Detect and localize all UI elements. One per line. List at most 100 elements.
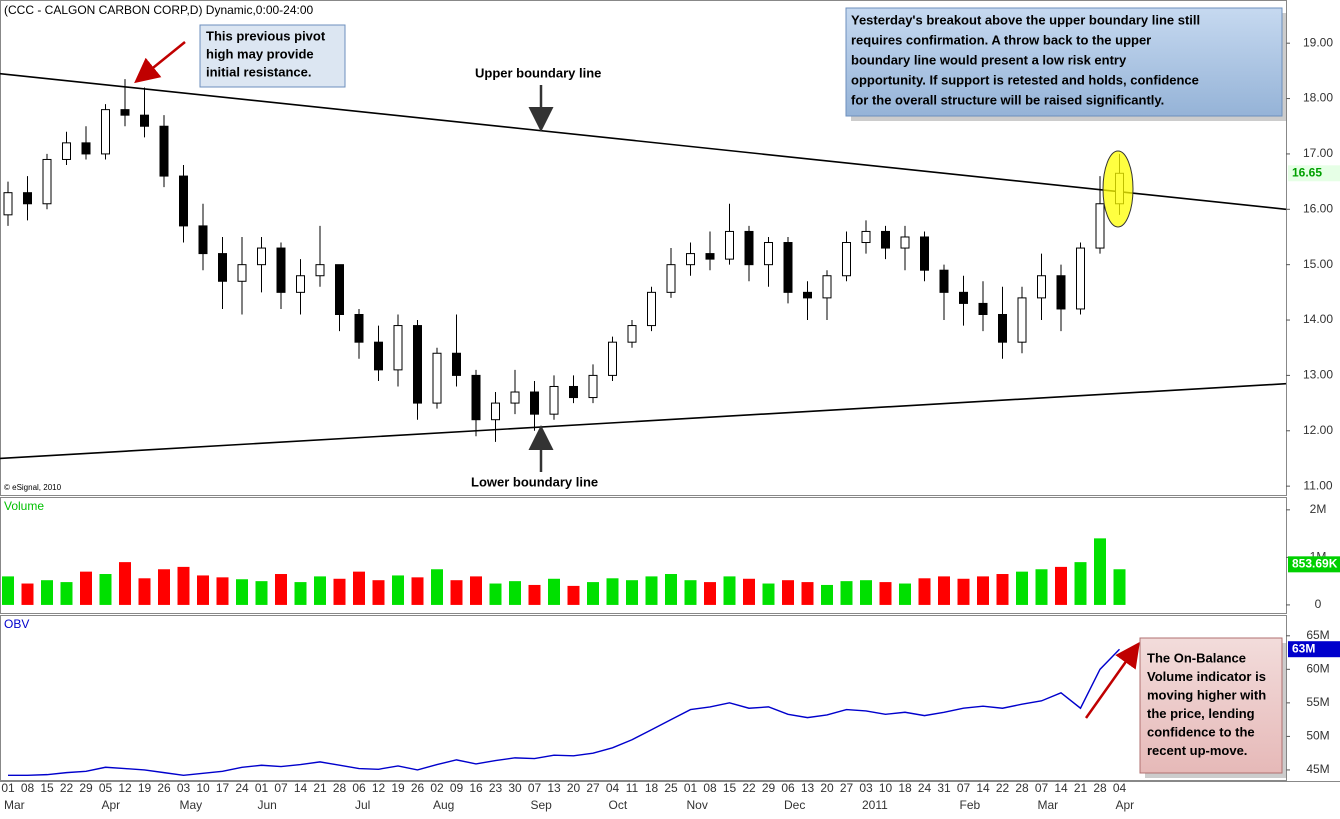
candle-body (296, 275, 305, 293)
x-tick-label: 28 (333, 781, 347, 795)
last-value-box (1288, 165, 1340, 182)
x-tick-label: 15 (723, 781, 737, 795)
month-label: May (180, 798, 203, 812)
x-tick-label: 25 (664, 781, 678, 795)
x-tick-label: 08 (21, 781, 35, 795)
candle-body (959, 291, 968, 304)
x-tick-label: 04 (1113, 781, 1127, 795)
candle-body (1017, 297, 1027, 343)
candle-body (62, 142, 71, 160)
x-tick-label: 22 (996, 781, 1010, 795)
x-tick-label: 21 (1074, 781, 1088, 795)
volume-bar (431, 569, 443, 605)
volume-bar (353, 571, 365, 605)
highlight (1102, 150, 1134, 228)
candle-body (276, 247, 286, 293)
candle-body (218, 253, 227, 282)
candle-body (939, 269, 949, 293)
candle-body (725, 230, 734, 260)
volume-bar (60, 582, 73, 605)
volume-bar (80, 571, 92, 605)
volume-bar (996, 574, 1009, 605)
x-tick-label: 12 (372, 781, 386, 795)
volume-bar (314, 576, 326, 605)
copyright: © eSignal, 2010 (4, 483, 62, 492)
x-tick-label: 20 (820, 781, 834, 795)
candle-body (705, 253, 715, 260)
volume-bar (665, 574, 677, 605)
x-tick-label: 06 (352, 781, 366, 795)
x-tick-label: 01 (1, 781, 15, 795)
trendline (0, 382, 1287, 460)
x-tick-label: 03 (859, 781, 873, 795)
month-label: Dec (784, 798, 805, 812)
volume-bar (333, 578, 346, 605)
annotation-text: Yesterday's breakout above the upper bou… (851, 12, 1200, 27)
x-tick-label: 12 (118, 781, 132, 795)
candle-body (335, 264, 344, 315)
y-tick-label: 12.00 (1303, 423, 1333, 437)
chart-title: (CCC - CALGON CARBON CORP,D) Dynamic,0:0… (4, 3, 314, 17)
x-tick-label: 05 (99, 781, 113, 795)
candle-body (744, 230, 754, 266)
month-label: Feb (960, 798, 981, 812)
volume-bar (1094, 538, 1106, 605)
candle-body (140, 114, 149, 127)
volume-bar (1074, 562, 1087, 605)
volume-bar (470, 576, 482, 605)
volume-bar (236, 579, 248, 605)
candle-body (569, 385, 578, 399)
candle-body (179, 175, 188, 227)
x-tick-label: 28 (1015, 781, 1029, 795)
y-tick-label: 17.00 (1303, 146, 1333, 160)
volume-bar (567, 585, 580, 605)
volume-bar (723, 576, 736, 605)
candle-body (998, 313, 1007, 343)
volume-bar (392, 575, 404, 605)
y-tick-label: 18.00 (1303, 91, 1333, 105)
volume-bar (801, 582, 814, 605)
volume-bar (41, 580, 53, 605)
candle-body (120, 109, 130, 116)
x-tick-label: 01 (684, 781, 698, 795)
volume-bar (1035, 569, 1048, 605)
y-tick-label: 45M (1306, 762, 1329, 776)
volume-bar (489, 583, 502, 605)
candle-body (783, 242, 793, 293)
candle-body (627, 325, 637, 343)
x-tick-label: 19 (391, 781, 405, 795)
annotation-text: for the overall structure will be raised… (851, 92, 1164, 107)
volume-bar (1016, 571, 1028, 605)
x-tick-label: 21 (313, 781, 327, 795)
last-value-box (1288, 556, 1340, 573)
candle-body (588, 374, 598, 399)
candle-body (101, 109, 110, 155)
volume-bar (255, 581, 268, 605)
x-tick-label: 30 (508, 781, 522, 795)
annotation-text: moving higher with (1147, 687, 1266, 702)
candle-body (393, 325, 403, 371)
month-label: Nov (687, 798, 708, 812)
volume-bar (411, 577, 424, 605)
month-label: Mar (1038, 798, 1059, 812)
candle-body (666, 264, 676, 293)
x-tick-label: 07 (528, 781, 542, 795)
y-tick-label: 2M (1310, 502, 1327, 516)
annotation-text: Volume indicator is (1147, 669, 1266, 684)
x-tick-label: 23 (489, 781, 503, 795)
volume-bar (957, 578, 970, 605)
candle-body (1037, 275, 1046, 299)
volume-bar (1113, 569, 1126, 605)
x-tick-label: 03 (177, 781, 191, 795)
volume-bar (294, 582, 307, 605)
x-tick-label: 16 (469, 781, 483, 795)
candle-body (159, 125, 169, 177)
y-tick-label: 55M (1306, 695, 1329, 709)
volume-bar (275, 574, 287, 605)
x-tick-label: 26 (411, 781, 425, 795)
candle-body (861, 230, 871, 244)
candle-body (803, 291, 812, 299)
x-tick-label: 24 (918, 781, 932, 795)
annotation-text: recent up-move. (1147, 743, 1247, 758)
